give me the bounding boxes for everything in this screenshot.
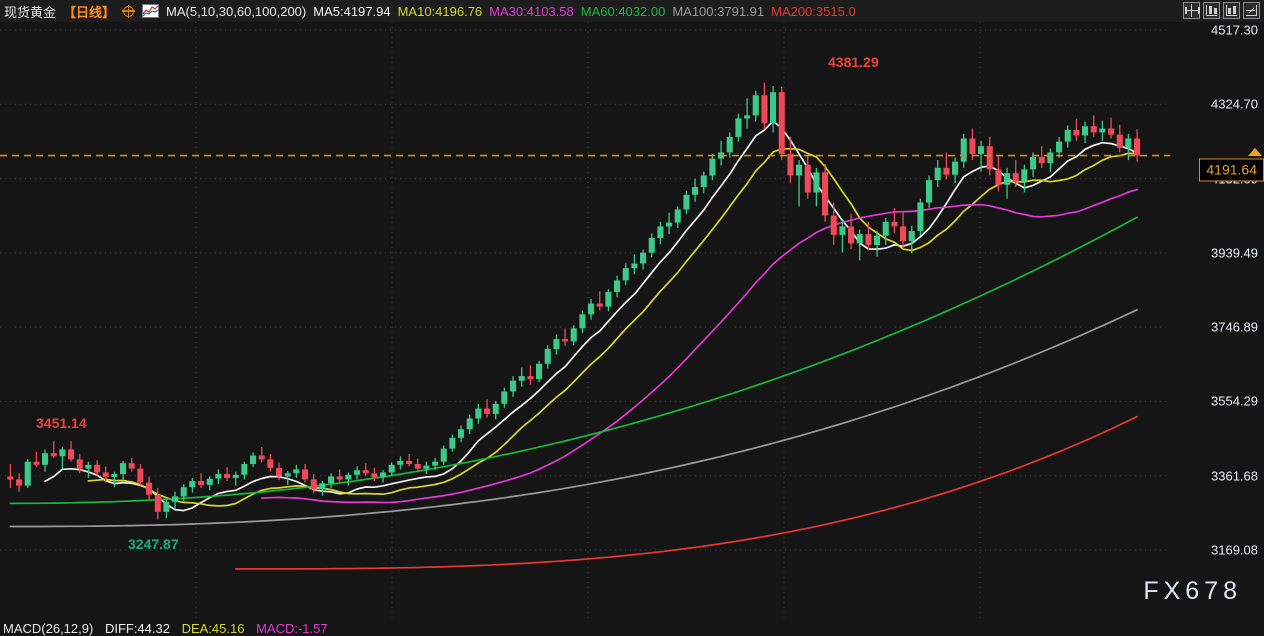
price-tick: 4324.70 bbox=[1211, 96, 1258, 112]
price-tick: 3746.89 bbox=[1211, 319, 1258, 335]
macd-diff: DIFF:44.32 bbox=[104, 622, 170, 636]
ma5-value: MA5:4197.94 bbox=[313, 3, 391, 19]
shift-right-icon[interactable] bbox=[1223, 2, 1240, 19]
ma-definition: MA(5,10,30,60,100,200) bbox=[166, 3, 307, 19]
price-tick: 3169.08 bbox=[1211, 542, 1258, 558]
shift-left-icon[interactable] bbox=[1203, 2, 1220, 19]
chart-header: 现货黄金 【日线】 MA(5,10,30,60,100,200) MA5:419… bbox=[0, 0, 1264, 22]
ma200-value: MA200:3515.0 bbox=[771, 3, 856, 19]
crosshair-icon[interactable] bbox=[122, 4, 136, 18]
price-direction-arrow bbox=[1248, 147, 1262, 156]
swing-high-left: 3451.14 bbox=[36, 415, 87, 432]
macd-indicator-bar: MACD(26,12,9) DIFF:44.32 DEA:45.16 MACD:… bbox=[0, 622, 1264, 636]
symbol-name[interactable]: 现货黄金 bbox=[4, 4, 57, 20]
ma30-value: MA30:4103.58 bbox=[489, 3, 574, 19]
macd-dea: DEA:45.16 bbox=[181, 622, 245, 636]
fit-width-icon[interactable] bbox=[1183, 2, 1200, 19]
ma100-value: MA100:3791.91 bbox=[672, 3, 765, 19]
current-price-tag[interactable]: 4191.64 bbox=[1199, 158, 1264, 182]
price-tick: 3361.68 bbox=[1211, 468, 1258, 484]
ma60-value: MA60:4032.00 bbox=[580, 3, 666, 19]
ma10-value: MA10:4196.76 bbox=[397, 3, 483, 19]
price-tick: 3939.49 bbox=[1211, 245, 1258, 261]
scroll-to-end-icon[interactable] bbox=[1243, 2, 1260, 19]
period-label[interactable]: 【日线】 bbox=[63, 4, 116, 20]
all-time-high: 4381.29 bbox=[828, 54, 879, 71]
macd-value: MACD:-1.57 bbox=[256, 622, 328, 636]
candlestick-svg bbox=[0, 22, 1170, 622]
price-chart-plot[interactable] bbox=[0, 22, 1170, 622]
mini-chart-icon[interactable] bbox=[142, 4, 160, 18]
price-tick: 3554.29 bbox=[1211, 393, 1258, 409]
price-tick: 4517.30 bbox=[1211, 22, 1258, 38]
price-axis[interactable]: 4517.304324.704132.093939.493746.893554.… bbox=[1170, 22, 1264, 636]
macd-title: MACD(26,12,9) bbox=[3, 622, 94, 636]
chart-toolbar bbox=[1183, 2, 1260, 19]
watermark: FX678 bbox=[1143, 577, 1242, 605]
swing-low-left: 3247.87 bbox=[128, 535, 179, 552]
